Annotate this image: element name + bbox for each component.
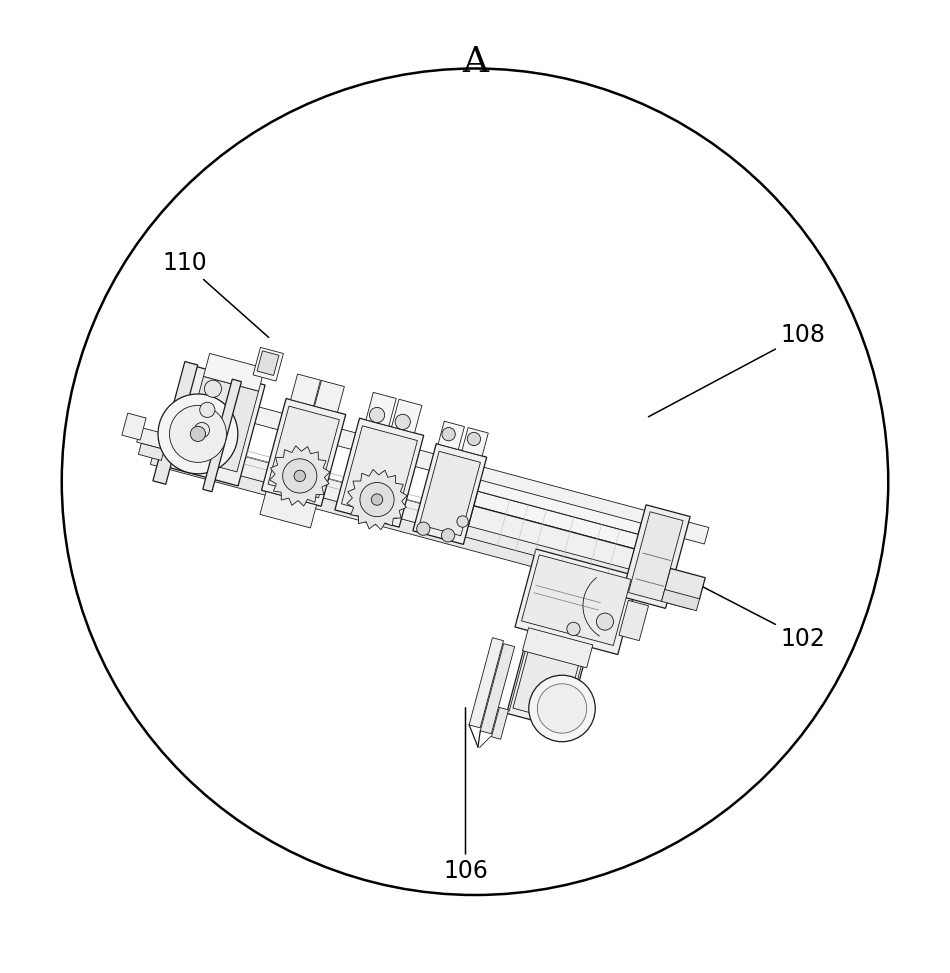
Circle shape bbox=[529, 675, 596, 741]
Polygon shape bbox=[513, 636, 582, 722]
Circle shape bbox=[538, 684, 587, 734]
Circle shape bbox=[360, 483, 394, 517]
Circle shape bbox=[195, 422, 210, 438]
Polygon shape bbox=[150, 452, 695, 609]
Circle shape bbox=[457, 516, 468, 527]
Polygon shape bbox=[506, 631, 588, 730]
Polygon shape bbox=[664, 568, 705, 599]
Polygon shape bbox=[391, 399, 422, 433]
Polygon shape bbox=[181, 377, 258, 472]
Text: A: A bbox=[462, 45, 488, 79]
Text: 110: 110 bbox=[162, 251, 269, 338]
Text: 102: 102 bbox=[668, 568, 826, 651]
Polygon shape bbox=[137, 427, 170, 450]
Polygon shape bbox=[314, 380, 344, 413]
Circle shape bbox=[442, 528, 455, 542]
Text: 108: 108 bbox=[649, 322, 826, 416]
Polygon shape bbox=[253, 347, 283, 381]
Polygon shape bbox=[661, 590, 699, 611]
Polygon shape bbox=[515, 549, 638, 655]
Polygon shape bbox=[261, 399, 346, 506]
Circle shape bbox=[204, 380, 221, 397]
Polygon shape bbox=[153, 433, 700, 598]
Polygon shape bbox=[621, 505, 690, 608]
Polygon shape bbox=[335, 418, 424, 527]
Polygon shape bbox=[214, 396, 709, 544]
Circle shape bbox=[442, 427, 455, 441]
Circle shape bbox=[158, 394, 238, 474]
Circle shape bbox=[395, 414, 410, 429]
Polygon shape bbox=[522, 555, 631, 645]
Polygon shape bbox=[474, 491, 647, 552]
Text: 106: 106 bbox=[443, 707, 488, 883]
Polygon shape bbox=[420, 451, 481, 536]
Circle shape bbox=[190, 426, 205, 442]
Circle shape bbox=[294, 470, 306, 482]
Polygon shape bbox=[413, 444, 486, 544]
Polygon shape bbox=[366, 392, 396, 426]
Circle shape bbox=[283, 459, 317, 493]
Circle shape bbox=[200, 402, 215, 417]
Polygon shape bbox=[481, 644, 515, 734]
Polygon shape bbox=[160, 364, 265, 486]
Polygon shape bbox=[466, 526, 638, 583]
Polygon shape bbox=[469, 637, 504, 728]
Circle shape bbox=[597, 613, 614, 631]
Polygon shape bbox=[257, 351, 279, 376]
Polygon shape bbox=[291, 374, 320, 406]
Polygon shape bbox=[139, 444, 164, 460]
Polygon shape bbox=[462, 427, 488, 456]
Polygon shape bbox=[122, 414, 146, 440]
Circle shape bbox=[371, 494, 383, 505]
Polygon shape bbox=[153, 362, 198, 485]
Polygon shape bbox=[619, 600, 649, 640]
Polygon shape bbox=[202, 379, 241, 491]
Circle shape bbox=[417, 523, 430, 535]
Polygon shape bbox=[203, 353, 265, 391]
Circle shape bbox=[567, 623, 580, 635]
Polygon shape bbox=[491, 707, 508, 739]
Circle shape bbox=[169, 406, 226, 462]
Circle shape bbox=[370, 408, 385, 422]
Polygon shape bbox=[467, 506, 643, 573]
Polygon shape bbox=[260, 491, 316, 528]
Polygon shape bbox=[270, 446, 330, 506]
Polygon shape bbox=[522, 628, 593, 667]
Polygon shape bbox=[341, 426, 417, 519]
Polygon shape bbox=[478, 480, 641, 534]
Polygon shape bbox=[347, 469, 408, 529]
Polygon shape bbox=[438, 421, 465, 450]
Polygon shape bbox=[629, 512, 683, 601]
Circle shape bbox=[467, 432, 481, 446]
Polygon shape bbox=[268, 406, 339, 497]
